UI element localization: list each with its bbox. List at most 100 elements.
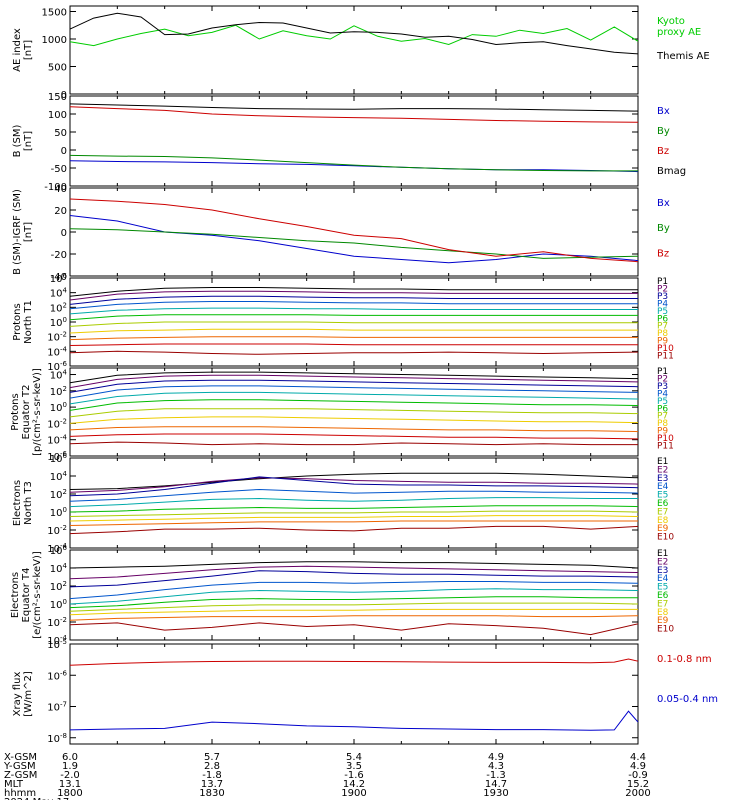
legend-label: P10 [657,434,674,444]
x-axis-value: -1.3 [486,770,506,781]
series-line [69,515,639,522]
y-tick-label: 106 [50,544,68,557]
legend-label: P4 [657,389,668,399]
series-line [69,488,639,502]
series-line [69,588,639,605]
series-line [69,328,638,334]
legend-label: P9 [657,337,668,347]
series-line [69,615,639,621]
series-line [69,160,639,173]
series-line [69,290,638,301]
series-line [69,215,639,264]
series-line [69,154,638,172]
legend-label: Themis AE [656,51,710,62]
series-line [69,441,638,446]
series-line [69,622,639,636]
y-tick-label: 10-4 [47,345,67,358]
series-line [69,24,639,47]
legend-label: P3 [657,382,668,392]
legend-label: Bz [657,248,669,259]
legend-label: E1 [657,549,668,559]
legend-label: 0.1-0.8 nm [657,654,712,665]
y-tick-label: 102 [50,301,67,314]
legend-label: E4 [657,482,669,492]
x-axis-value: 1900 [341,788,366,799]
series-line [69,12,639,55]
y-tick-label: 0 [61,90,67,101]
series-line [69,497,638,508]
y-tick-label: 40 [54,184,67,195]
series-line [69,374,639,389]
y-tick-label: 20 [54,206,67,217]
y-tick-label: 104 [50,287,68,300]
series-line [69,596,638,609]
x-axis-value: 1800 [57,788,82,799]
legend-label: Bx [657,106,670,117]
x-axis-value: 13.7 [201,779,223,790]
series-line [69,510,639,517]
series-line [69,525,639,535]
x-axis-row-label: Y-GSM [3,761,36,772]
y-tick-label: 100 [48,110,67,121]
y-tick-label: 100 [50,598,67,611]
y-tick-label: 10-4 [47,634,67,647]
y-tick-label: 100 [50,506,67,519]
legend-label: P8 [657,419,668,429]
y-tick-label: 102 [50,385,67,398]
series-line [69,608,638,616]
series-line [69,472,639,490]
x-axis-value: 2000 [625,788,650,799]
series-line [69,710,639,731]
y-tick-label: 100 [50,316,67,329]
series-line [69,476,639,497]
series-line [69,565,639,580]
series-line [69,371,639,384]
legend-label: P3 [657,292,668,302]
x-axis-value: -1.8 [202,770,222,781]
y-axis-label: [p/(cm²-s-sr-keV)] [32,368,43,456]
series-line [69,520,638,526]
series-line [69,343,638,346]
x-axis-value: 1830 [199,788,224,799]
series-line [69,505,639,513]
series-line [69,602,639,612]
legend-label: E5 [657,491,668,501]
y-axis-label: [W/m^2] [23,671,34,717]
x-axis-value: 13.1 [59,779,81,790]
legend-label: proxy AE [657,27,701,38]
series-line [69,433,639,440]
x-axis-value: 5.4 [346,752,362,763]
series-line [69,228,639,259]
legend-label: P11 [657,442,674,452]
legend-label: E3 [657,474,668,484]
series-line [69,106,639,123]
y-axis-label: [e/(cm²-s-sr-keV)] [32,551,43,639]
x-axis-row-label: MLT [4,779,24,790]
series-line [69,321,638,327]
y-tick-label: 10-2 [47,524,67,537]
x-axis-row-label: 2024 May 17 [4,797,69,800]
series-line [69,658,639,666]
x-axis-value: 1930 [483,788,508,799]
y-tick-label: 104 [50,562,68,575]
series-line [69,350,639,355]
x-axis-value: 6.0 [62,752,78,763]
y-axis-label: B (SM) [12,124,23,157]
y-tick-label: 10-6 [47,450,67,463]
series-line [69,561,639,569]
y-tick-label: 10-7 [47,701,67,714]
legend-label: E10 [657,625,674,635]
y-axis-label: B (SM)-IGRF (SM) [12,189,23,275]
legend-label: P1 [657,277,668,287]
legend-label: E4 [657,574,669,584]
legend-label: E7 [657,507,668,517]
y-tick-label: 10-4 [47,434,67,447]
series-line [69,426,639,433]
legend-label: By [657,126,670,137]
y-tick-label: -40 [51,272,67,283]
x-axis-value: 4.3 [488,761,504,772]
y-tick-label: -50 [51,164,67,175]
y-axis-label: North T1 [23,300,34,344]
legend-label: E9 [657,524,669,534]
y-tick-label: -20 [51,250,67,261]
